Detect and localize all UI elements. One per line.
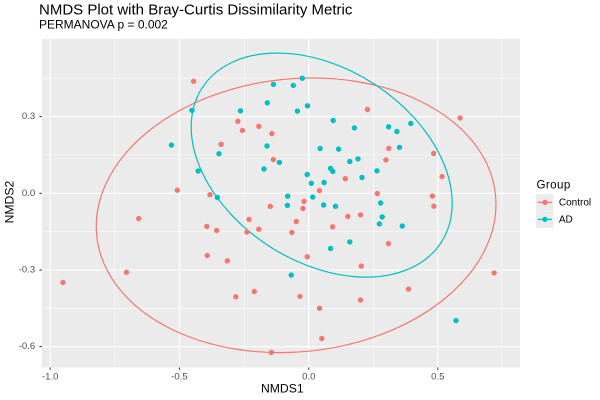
svg-text:0.5: 0.5 — [431, 371, 444, 382]
svg-text:NMDS Plot with Bray-Curtis Dis: NMDS Plot with Bray-Curtis Dissimilarity… — [39, 2, 353, 19]
svg-text:Group: Group — [537, 179, 571, 192]
svg-text:0.0: 0.0 — [22, 188, 35, 199]
svg-text:Control: Control — [559, 197, 591, 208]
svg-text:-0.5: -0.5 — [171, 371, 188, 382]
svg-text:PERMANOVA p = 0.002: PERMANOVA p = 0.002 — [39, 17, 168, 31]
svg-text:-1.0: -1.0 — [42, 371, 59, 382]
svg-text:AD: AD — [559, 214, 573, 225]
svg-text:-0.6: -0.6 — [19, 341, 36, 352]
svg-text:0.3: 0.3 — [22, 111, 35, 122]
svg-text:NMDS1: NMDS1 — [261, 381, 304, 395]
svg-text:0.0: 0.0 — [302, 371, 315, 382]
svg-text:NMDS2: NMDS2 — [3, 181, 17, 224]
svg-text:-0.3: -0.3 — [19, 265, 36, 276]
